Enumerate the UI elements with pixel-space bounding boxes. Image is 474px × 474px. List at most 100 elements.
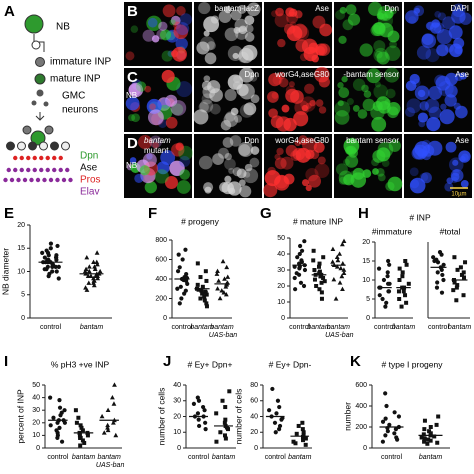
data-point [340,286,345,291]
nucleus [424,98,440,113]
nucleus [161,69,175,83]
nucleus [419,101,430,111]
data-point [105,427,111,433]
data-point [91,278,97,283]
lineage-diagram: A NB immature INP mature INP GMC neurons… [3,3,111,198]
y-tick-label: 20 [277,283,285,290]
data-point [200,284,205,289]
nucleus [339,6,347,14]
nucleus [295,147,311,163]
data-point [404,300,409,305]
nucleus [212,153,224,166]
nucleus [313,141,325,153]
nucleus [196,41,210,55]
nucleus [357,109,368,119]
data-point [221,290,227,295]
x-tick-label: bantam UAS-ban [323,324,353,339]
data-point [439,252,444,257]
nucleus [371,158,380,167]
data-point [440,272,445,278]
data-point [58,413,63,418]
data-point [53,264,58,269]
nucleus [160,98,171,109]
data-point [383,416,388,421]
panel-label: H [358,205,369,222]
data-point [274,411,279,416]
cluster-cell [61,141,70,151]
data-point [204,292,209,297]
channel-label: Ase [455,136,469,145]
nucleus [130,25,139,33]
data-point [273,430,278,435]
data-point [312,277,317,282]
nucleus [164,176,178,190]
data-point [57,425,62,430]
y-tick-label: 10 [173,429,181,436]
nucleus [440,103,447,110]
nucleus [438,80,454,97]
channel-label: Ase [315,4,329,13]
nucleus [230,107,239,116]
image-labels: B bantam-lacZ Ase Dpn DAPI C Dpn worG4,a… [126,3,470,198]
cluster-cell [48,177,54,183]
panel-label: K [350,353,361,370]
data-point [94,259,100,264]
nucleus [387,176,403,192]
data-point [57,405,63,410]
nucleus [198,155,213,170]
data-point [441,277,446,283]
nucleus [236,168,247,179]
nucleus [234,114,243,123]
y-tick-label: 0 [177,445,181,452]
nucleus [165,94,178,107]
y-axis-label: NB diameter [0,248,10,295]
nucleus [245,24,254,33]
nucleus [352,167,365,180]
data-point [435,280,440,285]
nucleus [176,22,190,36]
nucleus [243,168,259,184]
data-point [54,269,59,274]
channel-label: bantam-lacZ [215,4,260,13]
data-point [57,398,62,403]
cluster-cell [22,177,28,183]
nucleus [232,167,242,177]
data-point [435,260,441,265]
nucleus [374,81,381,88]
cluster-cell [52,155,57,161]
data-point [400,270,405,275]
data-point [335,257,341,263]
data-point [220,258,226,264]
nucleus [220,119,232,131]
nucleus [301,38,318,55]
nucleus [207,80,221,94]
nucleus [446,177,454,184]
nucleus [274,13,289,28]
data-point [318,274,323,279]
data-point [95,261,100,267]
data-point [78,435,83,440]
cluster-cell [13,155,18,161]
data-point [376,266,382,271]
nucleus [204,52,217,65]
data-point [277,423,283,429]
data-point [461,270,466,275]
data-point [198,296,203,301]
data-point [59,439,65,444]
nucleus [338,87,350,99]
nucleus [338,35,347,45]
nucleus [420,172,432,184]
data-point [195,411,201,416]
data-point [101,430,107,435]
data-point [223,433,228,438]
nucleus [444,94,457,107]
data-point [204,304,209,309]
nucleus [201,93,213,105]
data-point [317,261,322,266]
nucleus [405,107,416,118]
data-point [427,429,432,434]
data-point [223,417,228,422]
immature-inp [35,57,45,67]
nucleus [377,173,386,182]
nucleus [372,100,383,112]
